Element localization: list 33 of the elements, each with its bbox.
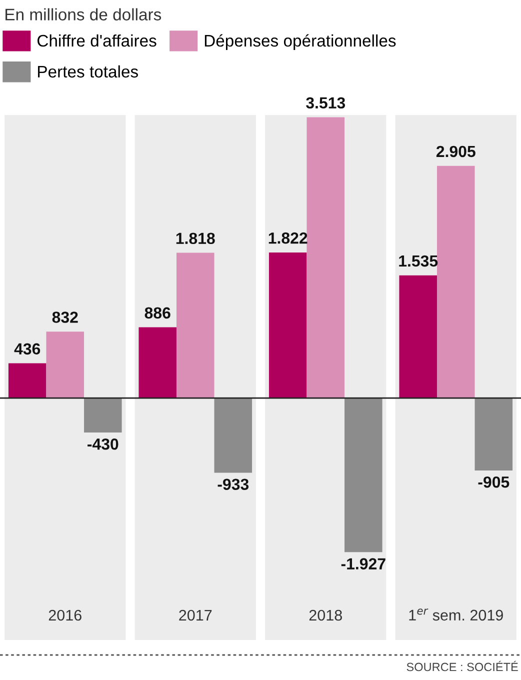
data-label: 1.535 (399, 255, 438, 267)
x-tick-label: 2018 (309, 610, 342, 621)
data-label: 1.822 (268, 232, 308, 244)
legend-label: Dépenses opérationnelles (204, 34, 396, 50)
data-label: 886 (144, 307, 170, 319)
bar (46, 332, 84, 398)
legend-label: Pertes totales (38, 65, 138, 78)
data-label: 2.905 (436, 146, 476, 158)
data-label: 436 (14, 343, 40, 355)
data-label: -905 (478, 476, 510, 488)
bar (84, 398, 122, 432)
data-label: 1.818 (176, 232, 215, 244)
data-label: -430 (88, 438, 118, 450)
bar (436, 166, 475, 398)
bar (138, 327, 176, 398)
bar (8, 363, 46, 398)
bar (474, 398, 513, 470)
source-note: SOURCE : SOCIÉTÉ (406, 660, 518, 672)
data-label: 3.513 (306, 97, 346, 109)
x-tick-label: 2016 (48, 610, 82, 621)
chart-title: En millions de dollars (6, 8, 162, 20)
x-tick-label: 2017 (179, 610, 212, 621)
data-label: 832 (52, 312, 78, 323)
bar (344, 398, 382, 552)
bar (306, 117, 345, 398)
data-label: -933 (218, 478, 249, 490)
x-tick-label: 1$^{er}$ sem. 2019 (409, 608, 503, 621)
bar (268, 252, 307, 398)
data-label: -1.927 (341, 558, 386, 570)
legend-label: Chiffre d'affaires (38, 34, 156, 47)
bar (176, 252, 214, 398)
bar (399, 275, 437, 398)
bar (214, 398, 252, 473)
